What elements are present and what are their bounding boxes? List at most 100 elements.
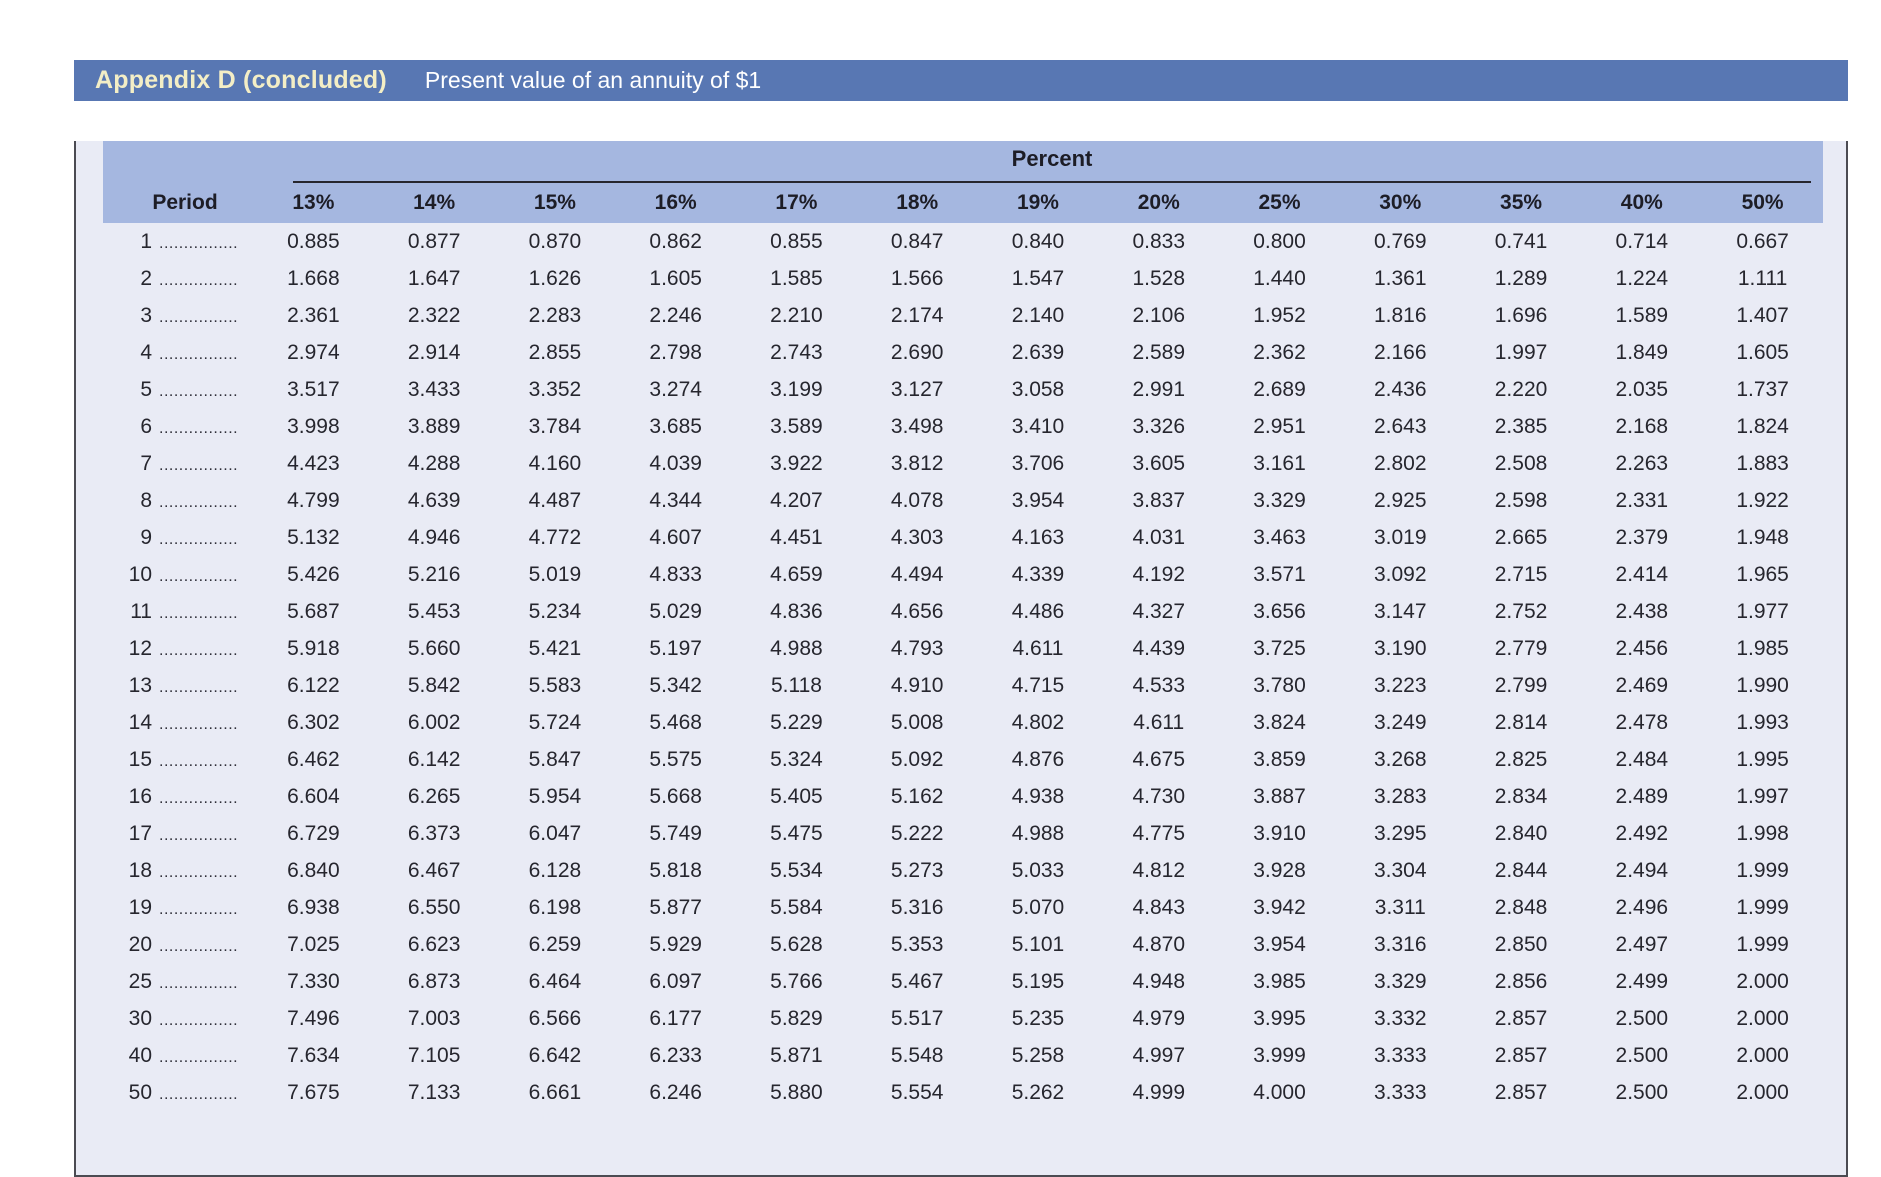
value-cell: 0.714 <box>1615 229 1669 253</box>
column-header: 50% <box>1702 183 1823 223</box>
period-cell: 1................ <box>103 223 253 260</box>
value-cell: 1.993 <box>1736 710 1789 734</box>
period-cell: 6................ <box>103 408 253 445</box>
value-cell: 4.675 <box>1132 747 1186 771</box>
value-cell: 2.752 <box>1494 599 1548 623</box>
table-row: 2................ 1.668 1.647 1.626 1.605 1.5… <box>103 260 1823 297</box>
value-cell: 3.498 <box>890 414 944 438</box>
title-bar: Appendix D (concluded) Present value of … <box>74 60 1848 101</box>
column-header: 19% <box>977 183 1099 223</box>
value-cell: 5.421 <box>528 636 582 660</box>
value-cell: 2.331 <box>1615 488 1669 512</box>
value-cell: 2.848 <box>1494 895 1548 919</box>
period-number: 50 <box>128 1080 152 1104</box>
value-cell: 5.583 <box>528 673 582 697</box>
value-cell: 5.929 <box>649 932 702 956</box>
period-cell: 20................ <box>103 926 253 963</box>
value-cell: 3.571 <box>1253 562 1306 586</box>
value-cell: 2.438 <box>1615 599 1669 623</box>
value-cell: 2.361 <box>287 303 340 327</box>
value-cell: 2.643 <box>1373 414 1427 438</box>
period-cell: 2................ <box>103 260 253 297</box>
dot-leader: ................ <box>159 641 239 659</box>
value-cell: 2.598 <box>1494 488 1548 512</box>
value-cell: 4.802 <box>1011 710 1065 734</box>
value-cell: 2.715 <box>1494 562 1548 586</box>
value-cell: 5.234 <box>528 599 582 623</box>
dot-leader: ................ <box>159 1011 239 1029</box>
value-cell: 2.322 <box>407 303 461 327</box>
period-cell: 14................ <box>103 704 253 741</box>
column-header-row: Period 13% 14% 15% 16% 17% 18% 19% 20% 25% 30% 35%… <box>103 183 1823 223</box>
dot-leader: ................ <box>159 863 239 881</box>
period-number: 14 <box>128 710 152 734</box>
value-cell: 2.469 <box>1615 673 1669 697</box>
value-cell: 1.528 <box>1132 266 1186 290</box>
value-cell: 0.741 <box>1494 229 1548 253</box>
value-cell: 4.451 <box>770 525 823 549</box>
value-cell: 5.724 <box>528 710 582 734</box>
value-cell: 5.687 <box>287 599 340 623</box>
value-cell: 2.850 <box>1494 932 1548 956</box>
value-cell: 3.859 <box>1253 747 1306 771</box>
period-cell: 50................ <box>103 1074 253 1111</box>
value-cell: 5.162 <box>890 784 944 808</box>
value-cell: 6.604 <box>287 784 340 808</box>
value-cell: 3.824 <box>1253 710 1306 734</box>
value-cell: 3.784 <box>528 414 582 438</box>
value-cell: 4.999 <box>1132 1080 1186 1104</box>
value-cell: 2.499 <box>1615 969 1669 993</box>
value-cell: 6.873 <box>407 969 461 993</box>
value-cell: 4.000 <box>1253 1080 1306 1104</box>
column-header: 20% <box>1098 183 1220 223</box>
value-cell: 1.289 <box>1494 266 1548 290</box>
value-cell: 4.160 <box>528 451 582 475</box>
dot-leader: ................ <box>159 826 239 844</box>
period-number: 13 <box>128 673 152 697</box>
dot-leader: ................ <box>159 715 239 733</box>
value-cell: 2.743 <box>770 340 823 364</box>
percent-group-row: Percent <box>103 141 1823 183</box>
value-cell: 2.951 <box>1253 414 1306 438</box>
period-number: 3 <box>140 303 152 327</box>
value-cell: 6.729 <box>287 821 340 845</box>
value-cell: 2.857 <box>1494 1043 1548 1067</box>
value-cell: 3.058 <box>1011 377 1065 401</box>
value-cell: 6.047 <box>528 821 582 845</box>
value-cell: 5.628 <box>770 932 823 956</box>
appendix-subtitle: Present value of an annuity of $1 <box>424 67 762 93</box>
dot-leader: ................ <box>159 678 239 696</box>
value-cell: 4.659 <box>770 562 823 586</box>
value-cell: 2.974 <box>287 340 340 364</box>
value-cell: 5.195 <box>1011 969 1065 993</box>
value-cell: 5.316 <box>890 895 944 919</box>
value-cell: 3.433 <box>407 377 461 401</box>
value-cell: 2.639 <box>1011 340 1065 364</box>
value-cell: 3.333 <box>1373 1043 1427 1067</box>
dot-leader: ................ <box>159 530 239 548</box>
value-cell: 6.302 <box>287 710 340 734</box>
value-cell: 6.128 <box>528 858 582 882</box>
period-cell: 19................ <box>103 889 253 926</box>
table-panel: Percent Period 13% 14% 15% 16% 17% 18% 19% 20% 2… <box>74 141 1848 1177</box>
value-cell: 2.414 <box>1615 562 1669 586</box>
value-cell: 1.224 <box>1615 266 1669 290</box>
value-cell: 3.127 <box>890 377 944 401</box>
value-cell: 2.385 <box>1494 414 1548 438</box>
value-cell: 4.910 <box>890 673 944 697</box>
value-cell: 4.423 <box>287 451 340 475</box>
value-cell: 3.954 <box>1011 488 1065 512</box>
value-cell: 0.800 <box>1253 229 1306 253</box>
value-cell: 3.333 <box>1373 1080 1427 1104</box>
period-number: 20 <box>128 932 152 956</box>
value-cell: 7.025 <box>287 932 340 956</box>
value-cell: 6.259 <box>528 932 582 956</box>
period-number: 17 <box>128 821 152 845</box>
value-cell: 7.330 <box>287 969 340 993</box>
period-number: 5 <box>140 377 152 401</box>
value-cell: 5.092 <box>890 747 944 771</box>
value-cell: 2.210 <box>770 303 823 327</box>
value-cell: 2.035 <box>1615 377 1669 401</box>
value-cell: 4.997 <box>1132 1043 1186 1067</box>
value-cell: 2.140 <box>1011 303 1065 327</box>
